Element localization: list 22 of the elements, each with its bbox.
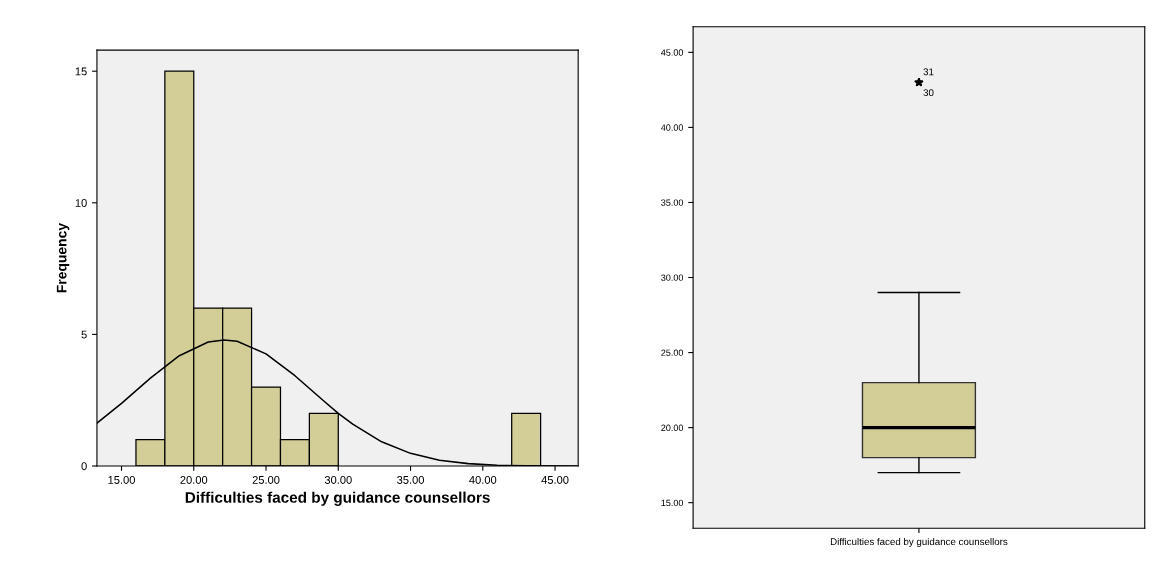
x-axis-title: Difficulties faced by guidance counsellors bbox=[185, 491, 490, 506]
x-tick-label: 30.00 bbox=[324, 476, 352, 484]
x-tick-label: 35.00 bbox=[397, 476, 425, 484]
y-tick-label: 5 bbox=[81, 330, 87, 339]
y-tick-label: 10 bbox=[75, 199, 87, 207]
annotation: 31 bbox=[923, 68, 934, 76]
y-tick-label: 30.00 bbox=[661, 274, 684, 281]
y-tick-label: 45.00 bbox=[661, 49, 684, 56]
y-tick-label: 40.00 bbox=[661, 124, 684, 131]
x-tick-label: 20.00 bbox=[180, 476, 208, 484]
y-tick-label: 35.00 bbox=[661, 199, 684, 206]
x-tick-label: 40.00 bbox=[469, 476, 497, 484]
x-tick-label: 15.00 bbox=[108, 476, 135, 484]
y-tick-label: 15 bbox=[75, 67, 87, 76]
y-tick-label: 15.00 bbox=[661, 499, 684, 507]
y-tick-label: 25.00 bbox=[661, 349, 684, 356]
x-tick-label: 25.00 bbox=[252, 476, 280, 484]
y-axis-title: Frequency bbox=[56, 223, 70, 293]
annotation: 30 bbox=[923, 89, 934, 97]
x-tick-label: 45.00 bbox=[541, 476, 569, 484]
y-tick-label: 20.00 bbox=[661, 424, 684, 431]
y-tick-label: 0 bbox=[81, 462, 87, 471]
